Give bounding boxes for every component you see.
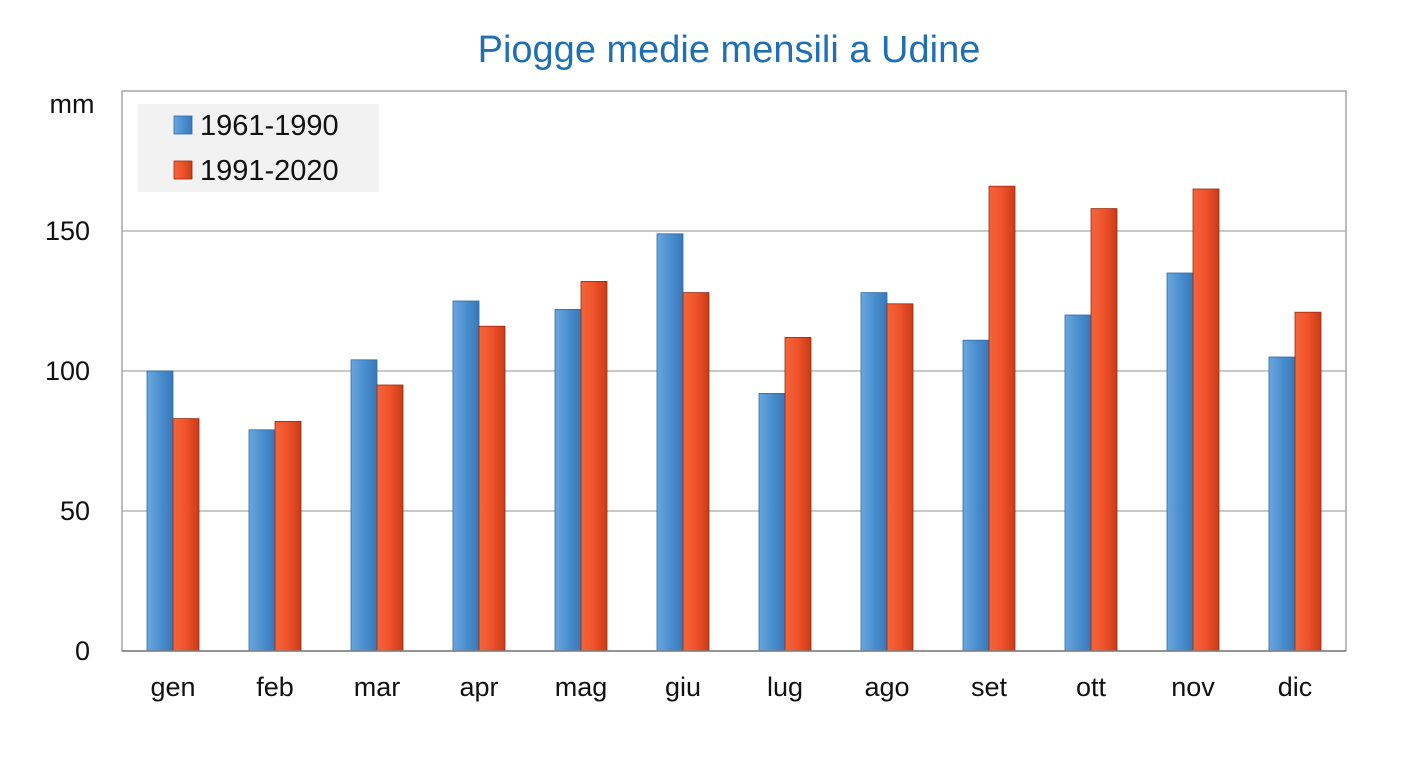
y-tick-label: 0 <box>75 636 90 666</box>
bar-mag-1991-2020 <box>580 280 608 652</box>
legend-label-1961-1990: 1961-1990 <box>200 110 339 142</box>
bar-mar-1991-2020 <box>376 384 404 652</box>
x-tick-label: mag <box>555 672 608 702</box>
bar-mar-1961-1990 <box>350 359 378 652</box>
bar-dic-1961-1990 <box>1268 356 1296 652</box>
gridlines <box>122 230 1346 512</box>
bar-nov-1991-2020 <box>1192 188 1220 652</box>
bar-lug-1961-1990 <box>758 392 786 652</box>
legend-label-1991-2020: 1991-2020 <box>200 155 339 187</box>
x-tick-label: feb <box>256 672 294 702</box>
x-tick-label: mar <box>354 672 401 702</box>
y-axis-unit-label: mm <box>50 89 95 119</box>
x-tick-label: apr <box>459 672 498 702</box>
chart-title: Piogge medie mensili a Udine <box>478 29 981 71</box>
bar-dic-1991-2020 <box>1294 311 1322 652</box>
legend-swatch-1961-1990 <box>173 115 193 135</box>
bar-ott-1961-1990 <box>1064 314 1092 652</box>
legend: 1961-1990 1991-2020 <box>138 104 379 192</box>
bar-giu-1991-2020 <box>682 292 710 652</box>
x-tick-label: dic <box>1278 672 1313 702</box>
y-tick-label: 50 <box>60 496 90 526</box>
y-axis-ticks: 0 50 100 150 <box>45 216 90 666</box>
bar-gen-1961-1990 <box>146 370 174 652</box>
bar-apr-1991-2020 <box>478 325 506 652</box>
y-tick-label: 150 <box>45 216 90 246</box>
bar-gen-1991-2020 <box>172 418 200 652</box>
bar-set-1961-1990 <box>962 339 990 652</box>
bar-feb-1991-2020 <box>274 420 302 652</box>
bar-ago-1991-2020 <box>886 303 914 652</box>
bar-ott-1991-2020 <box>1090 208 1118 652</box>
x-tick-label: ago <box>864 672 909 702</box>
bar-mag-1961-1990 <box>554 308 582 652</box>
x-tick-label: lug <box>767 672 803 702</box>
bar-giu-1961-1990 <box>656 233 684 652</box>
bar-apr-1961-1990 <box>452 300 480 652</box>
bar-ago-1961-1990 <box>860 292 888 652</box>
x-tick-label: gen <box>150 672 195 702</box>
bar-nov-1961-1990 <box>1166 272 1194 652</box>
y-tick-label: 100 <box>45 356 90 386</box>
x-tick-label: nov <box>1171 672 1215 702</box>
bar-set-1991-2020 <box>988 185 1016 652</box>
bars <box>146 185 1322 652</box>
legend-swatch-1991-2020 <box>173 160 193 180</box>
x-tick-label: ott <box>1076 672 1107 702</box>
x-tick-label: set <box>971 672 1008 702</box>
bar-feb-1961-1990 <box>248 429 276 652</box>
x-tick-label: giu <box>665 672 701 702</box>
bar-lug-1991-2020 <box>784 336 812 652</box>
x-axis-ticks: gen feb mar apr mag giu lug ago set ott nov dic <box>150 672 1312 702</box>
